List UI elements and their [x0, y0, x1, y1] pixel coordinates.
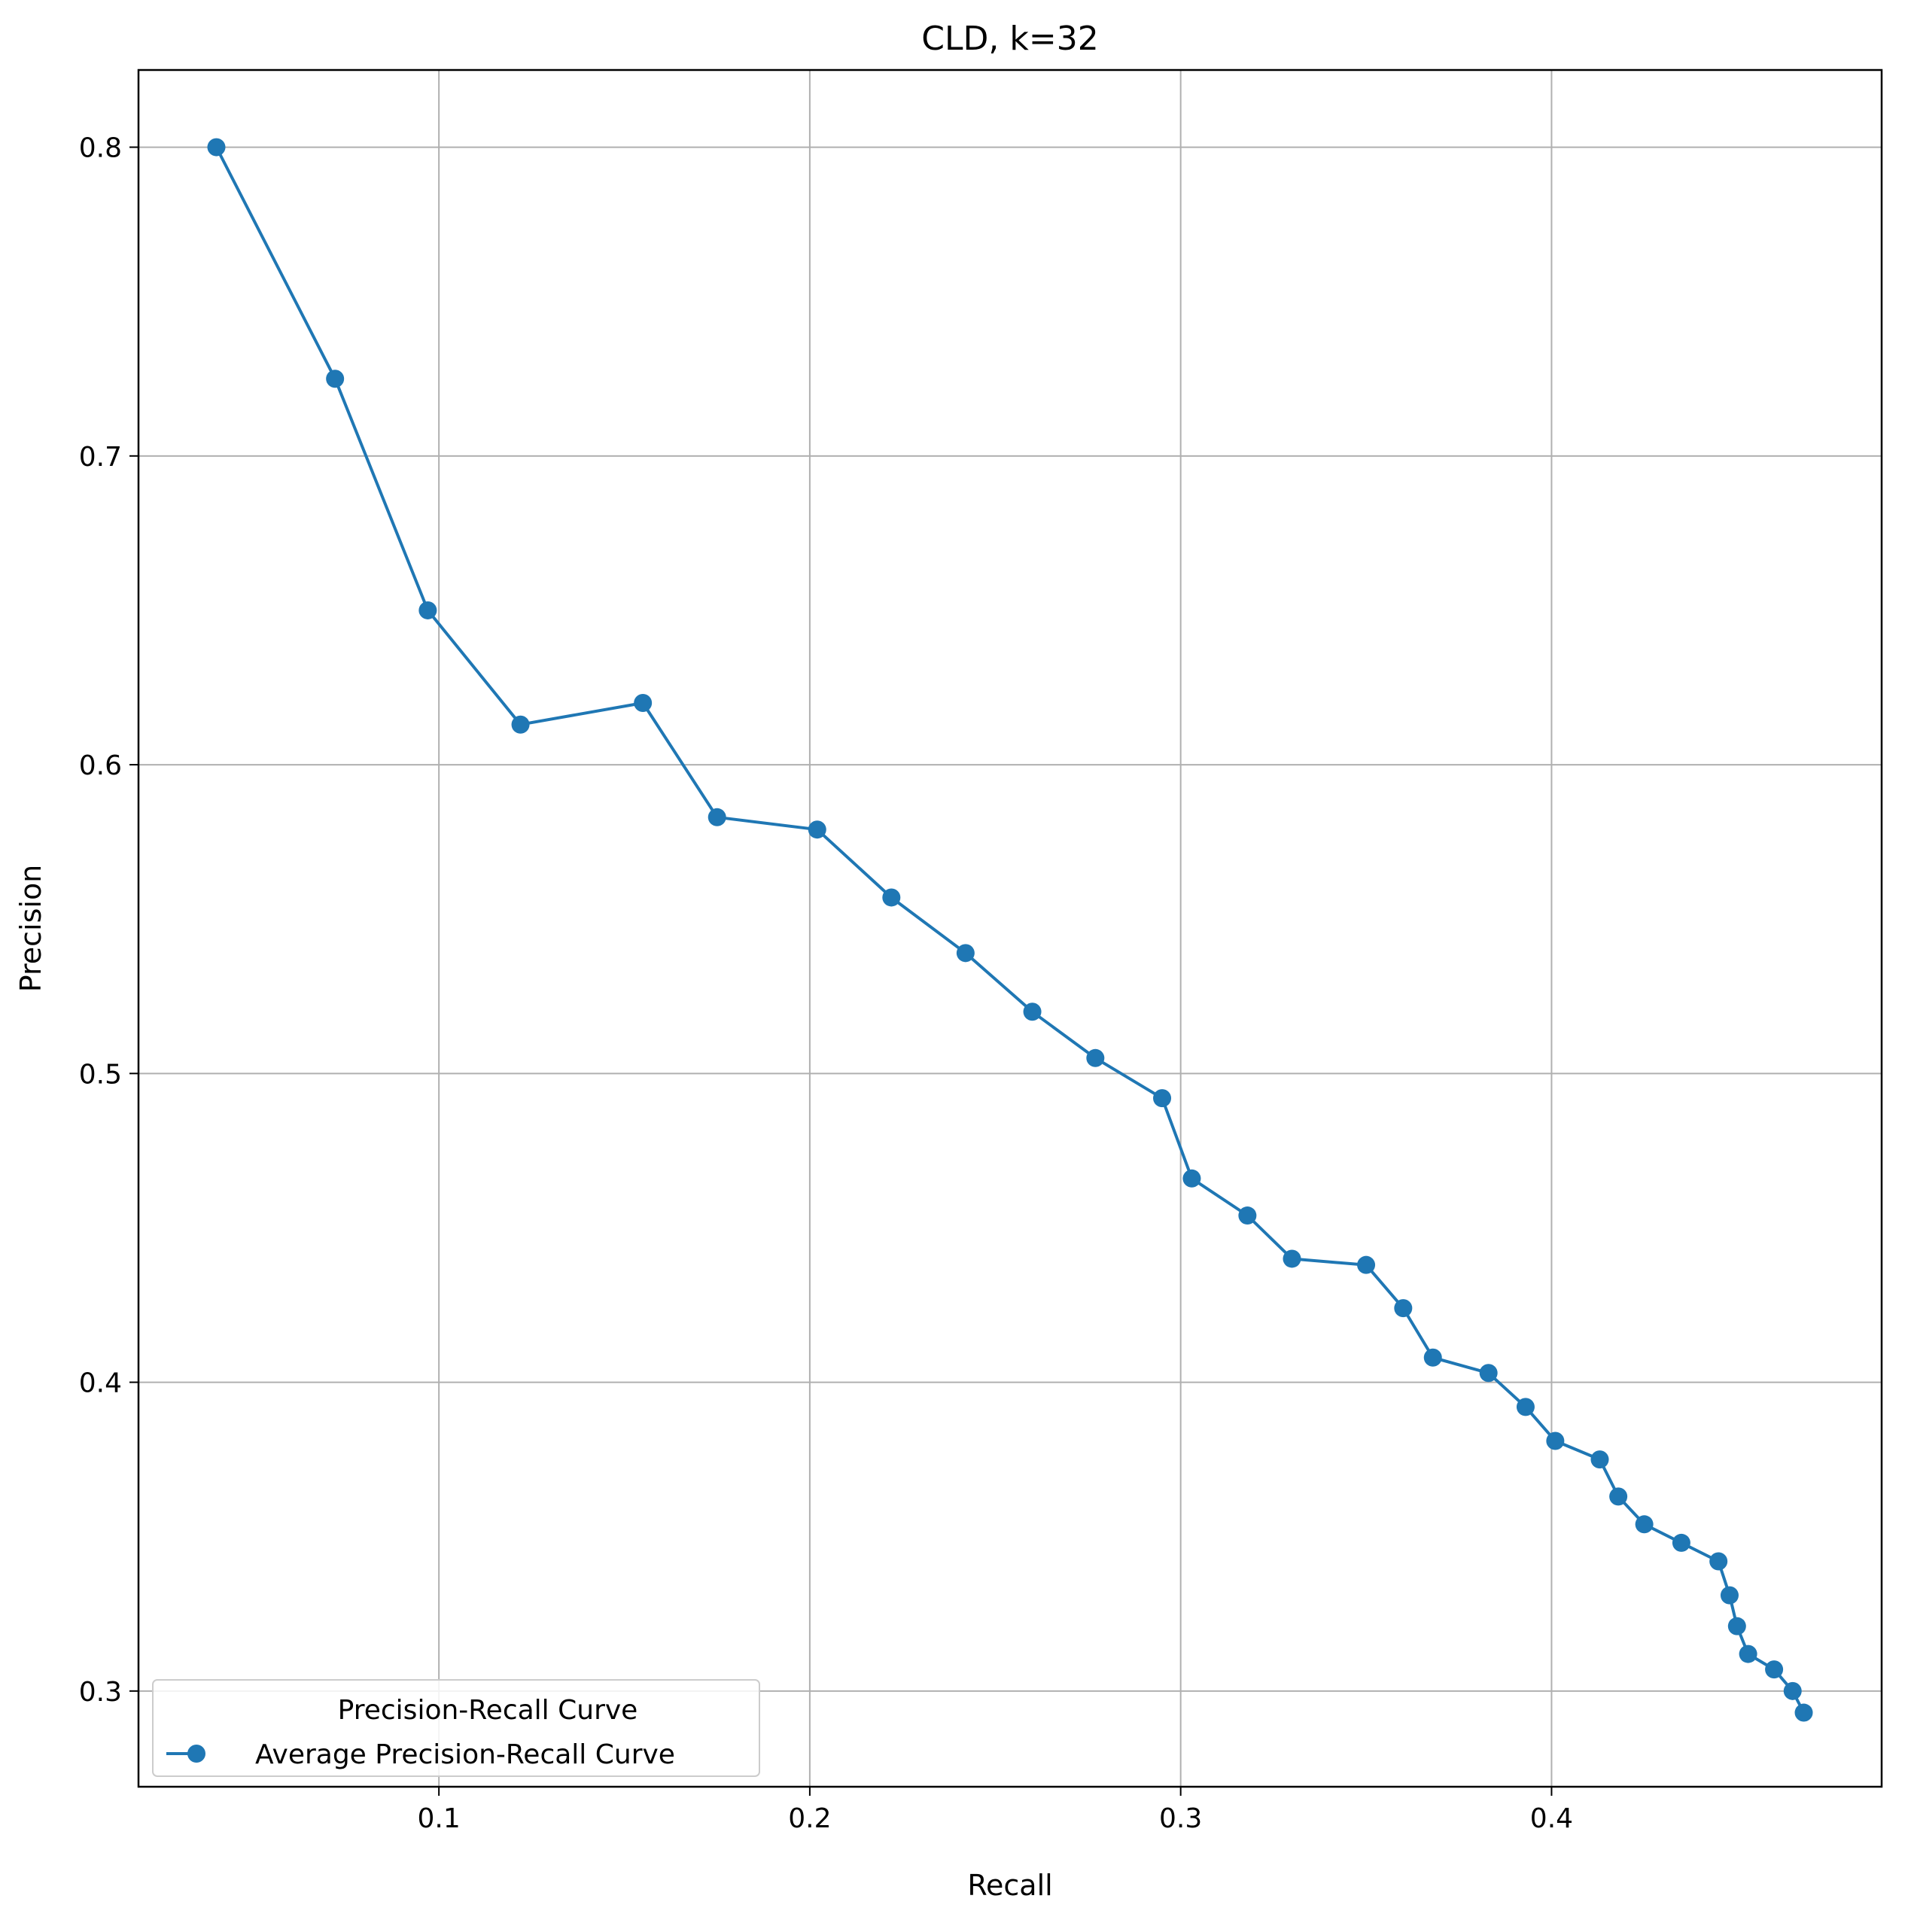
data-point [707, 808, 726, 826]
y-tick-label: 0.4 [79, 1368, 122, 1399]
data-point [1635, 1515, 1654, 1534]
data-point [882, 888, 901, 907]
grid-lines [138, 70, 1882, 1787]
data-point [207, 138, 226, 157]
legend-box [152, 1679, 760, 1777]
x-tick-label: 0.3 [1159, 1803, 1202, 1834]
data-point [1023, 1003, 1042, 1021]
y-axis-label: Precision [14, 865, 47, 993]
plot-frame [137, 68, 1883, 1788]
data-point [418, 601, 437, 619]
data-point [326, 370, 345, 388]
legend: Precision-Recall Curve Average Precision… [152, 1679, 760, 1777]
axis-ticks: 0.1 0.2 0.3 0.4 0.3 0.4 0.5 0.6 0.7 0.8 [79, 133, 1573, 1834]
data-point [1516, 1398, 1535, 1416]
data-point [634, 694, 653, 713]
y-tick-label: 0.6 [79, 750, 122, 781]
data-point [1672, 1533, 1690, 1552]
data-point [1720, 1586, 1739, 1605]
legend-title: Precision-Recall Curve [338, 1695, 638, 1726]
x-tick-label: 0.4 [1530, 1803, 1573, 1834]
x-axis-label: Recall [967, 1869, 1052, 1902]
data-point [1283, 1249, 1301, 1268]
data-point [808, 820, 826, 839]
data-point [1086, 1048, 1105, 1067]
data-point [511, 715, 530, 734]
data-point [1238, 1206, 1257, 1225]
y-tick-label: 0.8 [79, 133, 122, 164]
legend-entry-label: Average Precision-Recall Curve [255, 1739, 675, 1770]
data-point [1739, 1644, 1757, 1663]
data-point [1783, 1681, 1802, 1700]
data-point [1182, 1169, 1201, 1188]
data-point [1479, 1364, 1498, 1383]
y-tick-label: 0.5 [79, 1059, 122, 1090]
legend-marker-icon [187, 1745, 205, 1763]
data-point [1609, 1487, 1628, 1506]
data-point [956, 944, 975, 963]
data-point [1727, 1617, 1746, 1635]
data-point [1765, 1660, 1784, 1679]
series-layer [207, 138, 1813, 1722]
data-point [1709, 1552, 1728, 1571]
data-point [1546, 1432, 1565, 1450]
data-point [1153, 1089, 1172, 1108]
y-tick-label: 0.3 [79, 1677, 122, 1708]
x-tick-label: 0.2 [788, 1803, 831, 1834]
data-point [1423, 1348, 1442, 1367]
data-point [1394, 1299, 1413, 1318]
y-tick-label: 0.7 [79, 442, 122, 473]
data-point [1590, 1450, 1609, 1469]
data-point [1357, 1255, 1376, 1274]
chart-title: CLD, k=32 [921, 20, 1098, 58]
x-tick-label: 0.1 [418, 1803, 461, 1834]
data-point [1794, 1703, 1813, 1722]
